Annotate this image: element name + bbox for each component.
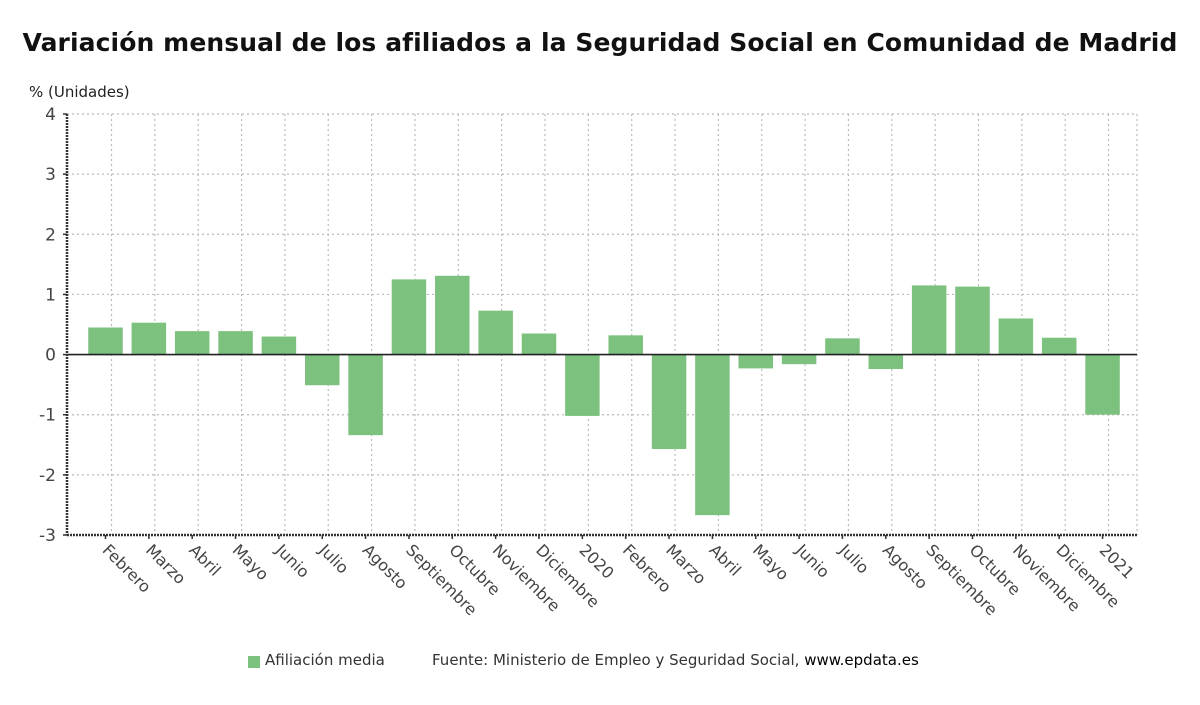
x-tick-label: Mayo (229, 540, 273, 584)
y-tick-label: -2 (39, 466, 56, 486)
legend-swatch (248, 656, 260, 668)
bar (174, 331, 210, 355)
bar (131, 322, 167, 355)
bar (998, 318, 1034, 355)
bar (348, 354, 383, 436)
y-tick-label: 1 (45, 285, 56, 305)
bar (695, 354, 730, 516)
bar (391, 279, 427, 355)
bar (88, 327, 123, 355)
y-tick-label: -1 (39, 406, 56, 426)
x-tick-label: Agosto (879, 540, 932, 593)
chart-title: Variación mensual de los afiliados a la … (22, 28, 1178, 57)
y-tick-label: 4 (45, 105, 56, 125)
y-axis-label: % (Unidades) (29, 83, 130, 101)
bar (868, 354, 904, 370)
chart-footer: Afiliación media Fuente: Ministerio de E… (0, 651, 1200, 675)
bar (521, 333, 557, 355)
bar (955, 286, 990, 355)
bar (565, 354, 600, 416)
bar (435, 275, 470, 355)
x-tick-label: Abril (185, 540, 224, 579)
legend-label: Afiliación media (265, 651, 385, 669)
y-tick-label: 0 (45, 346, 56, 366)
x-tick-label: Agosto (359, 540, 412, 593)
bar (305, 354, 340, 386)
bar (781, 354, 817, 365)
bar (651, 354, 687, 449)
x-tick-label: Junio (271, 540, 313, 582)
axes (63, 113, 1137, 539)
source-text: Fuente: Ministerio de Empleo y Seguridad… (432, 651, 919, 669)
y-tick-label: -3 (39, 526, 56, 546)
y-tick-label: 3 (45, 165, 56, 185)
x-tick-label: Julio (315, 540, 353, 578)
source-link[interactable]: www.epdata.es (804, 651, 919, 669)
gridlines (67, 113, 1138, 535)
bar (738, 354, 773, 369)
x-tick-label: Mayo (749, 540, 793, 584)
bar (608, 335, 643, 355)
bar (261, 336, 297, 355)
bar (218, 331, 253, 355)
x-tick-label: Abril (706, 540, 745, 579)
bars (88, 275, 1120, 516)
bar (825, 338, 860, 355)
x-tick-label: Junio (792, 540, 834, 582)
x-tick-label: Julio (835, 540, 873, 578)
y-tick-label: 2 (45, 225, 56, 245)
y-tick-labels: 4 3 2 1 0 -1 -2 -3 (39, 105, 56, 546)
bar (1041, 337, 1077, 355)
bar (911, 285, 947, 355)
bar (478, 310, 513, 355)
bar (1085, 354, 1120, 415)
source-label: Fuente: Ministerio de Empleo y Seguridad… (432, 651, 800, 669)
